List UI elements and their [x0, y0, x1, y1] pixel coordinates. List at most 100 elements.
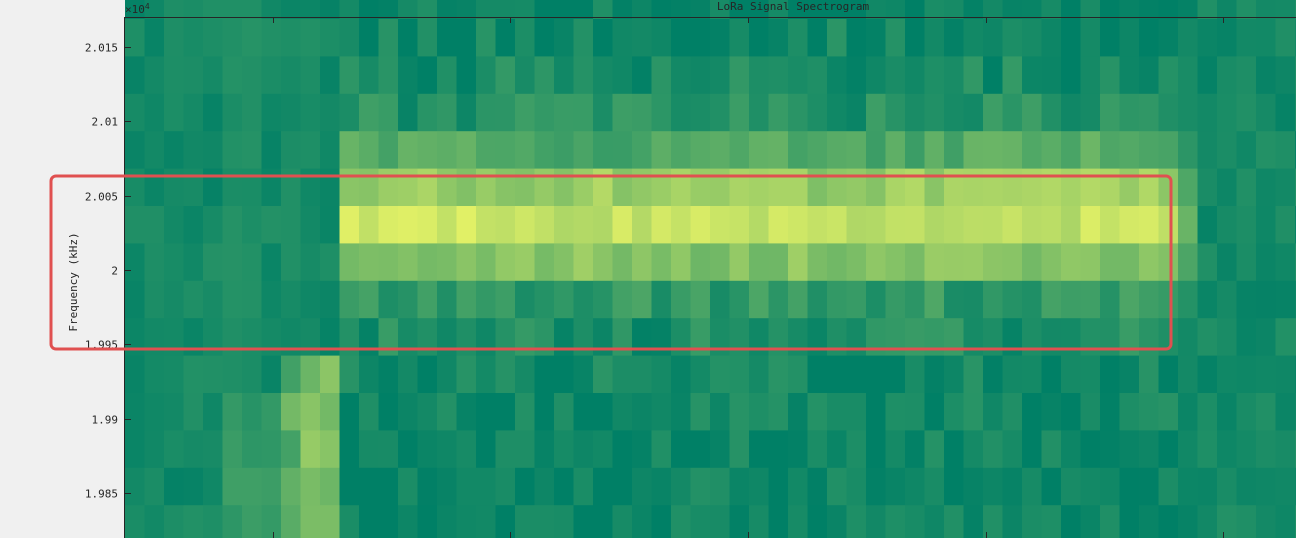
heatmap-cell	[963, 280, 984, 319]
heatmap-cell	[183, 505, 204, 538]
heatmap-cell	[515, 505, 536, 538]
heatmap-cell	[1236, 0, 1257, 20]
heatmap-cell	[242, 0, 263, 20]
heatmap-cell	[1119, 206, 1140, 244]
heatmap-cell	[788, 168, 809, 207]
heatmap-cell	[1022, 19, 1043, 57]
heatmap-cell	[1002, 56, 1023, 95]
heatmap-cell	[320, 243, 341, 282]
heatmap-cell	[573, 243, 594, 282]
heatmap-cell	[1002, 355, 1023, 394]
heatmap-cell	[261, 467, 282, 506]
heatmap-cell	[807, 19, 828, 57]
heatmap-cell	[963, 355, 984, 394]
heatmap-cell	[866, 93, 887, 132]
heatmap-cell	[944, 393, 965, 431]
heatmap-cell	[476, 467, 497, 506]
heatmap-cell	[476, 430, 497, 469]
heatmap-cell	[417, 93, 438, 132]
heatmap-cell	[203, 467, 224, 506]
heatmap-cell	[222, 0, 243, 20]
heatmap-cell	[788, 131, 809, 170]
heatmap-cell	[1217, 280, 1238, 319]
heatmap-cell	[827, 0, 848, 20]
heatmap-cell	[632, 131, 653, 170]
heatmap-cell	[1080, 430, 1101, 469]
heatmap-cell	[1178, 243, 1199, 282]
heatmap-cell	[378, 430, 399, 469]
heatmap-cell	[827, 467, 848, 506]
heatmap-cell	[885, 0, 906, 20]
heatmap-cell	[1178, 56, 1199, 95]
heatmap-cell	[768, 19, 789, 57]
heatmap-cell	[125, 206, 146, 244]
heatmap-cell	[690, 430, 711, 469]
heatmap-cell	[378, 168, 399, 207]
heatmap-cell	[671, 131, 692, 170]
heatmap-cell	[378, 56, 399, 95]
heatmap-cell	[846, 280, 867, 319]
heatmap-cell	[690, 280, 711, 319]
heatmap-cell	[203, 393, 224, 431]
heatmap-cell	[1236, 505, 1257, 538]
heatmap-cell	[1256, 0, 1277, 20]
heatmap-cell	[690, 19, 711, 57]
heatmap-cell	[456, 0, 477, 20]
heatmap-cell	[612, 467, 633, 506]
heatmap-cell	[1275, 430, 1296, 469]
heatmap-cell	[593, 243, 614, 282]
heatmap-cell	[983, 318, 1004, 357]
heatmap-cell	[846, 19, 867, 57]
heatmap-cell	[1158, 131, 1179, 170]
heatmap-cell	[690, 168, 711, 207]
heatmap-cell	[437, 19, 458, 57]
heatmap-cell	[1197, 243, 1218, 282]
heatmap-cells	[125, 0, 1296, 538]
heatmap-cell	[242, 505, 263, 538]
heatmap-cell	[300, 131, 321, 170]
heatmap-cell	[612, 131, 633, 170]
heatmap-cell	[144, 243, 165, 282]
heatmap-cell	[398, 430, 419, 469]
heatmap-cell	[183, 19, 204, 57]
heatmap-cell	[339, 93, 360, 132]
heatmap-cell	[1178, 355, 1199, 394]
heatmap-cell	[885, 355, 906, 394]
heatmap-cell	[885, 243, 906, 282]
highlight-box	[49, 174, 1173, 351]
heatmap-cell	[534, 168, 555, 207]
heatmap-cell	[885, 168, 906, 207]
heatmap-cell	[768, 430, 789, 469]
heatmap-cell	[261, 0, 282, 20]
heatmap-cell	[398, 131, 419, 170]
heatmap-cell	[593, 430, 614, 469]
heatmap-cell	[1061, 0, 1082, 20]
heatmap-cell	[1119, 467, 1140, 506]
heatmap-cell	[944, 131, 965, 170]
heatmap-cell	[359, 505, 380, 538]
heatmap-cell	[1139, 131, 1160, 170]
heatmap-cell	[476, 318, 497, 357]
heatmap-cell	[671, 168, 692, 207]
heatmap-cell	[1178, 280, 1199, 319]
heatmap-cell	[983, 430, 1004, 469]
heatmap-cell	[846, 56, 867, 95]
heatmap-cell	[1022, 318, 1043, 357]
heatmap-cell	[534, 93, 555, 132]
heatmap-cell	[339, 243, 360, 282]
heatmap-cell	[612, 318, 633, 357]
heatmap-cell	[690, 355, 711, 394]
heatmap-cell	[632, 355, 653, 394]
heatmap-cell	[1275, 168, 1296, 207]
heatmap-cell	[1002, 168, 1023, 207]
heatmap-cell	[1061, 430, 1082, 469]
heatmap-cell	[300, 206, 321, 244]
heatmap-cell	[320, 56, 341, 95]
heatmap-cell	[495, 393, 516, 431]
heatmap-cell	[300, 393, 321, 431]
heatmap-cell	[359, 280, 380, 319]
heatmap-cell	[924, 93, 945, 132]
heatmap-cell	[1100, 467, 1121, 506]
heatmap-cell	[924, 243, 945, 282]
heatmap-cell	[612, 19, 633, 57]
